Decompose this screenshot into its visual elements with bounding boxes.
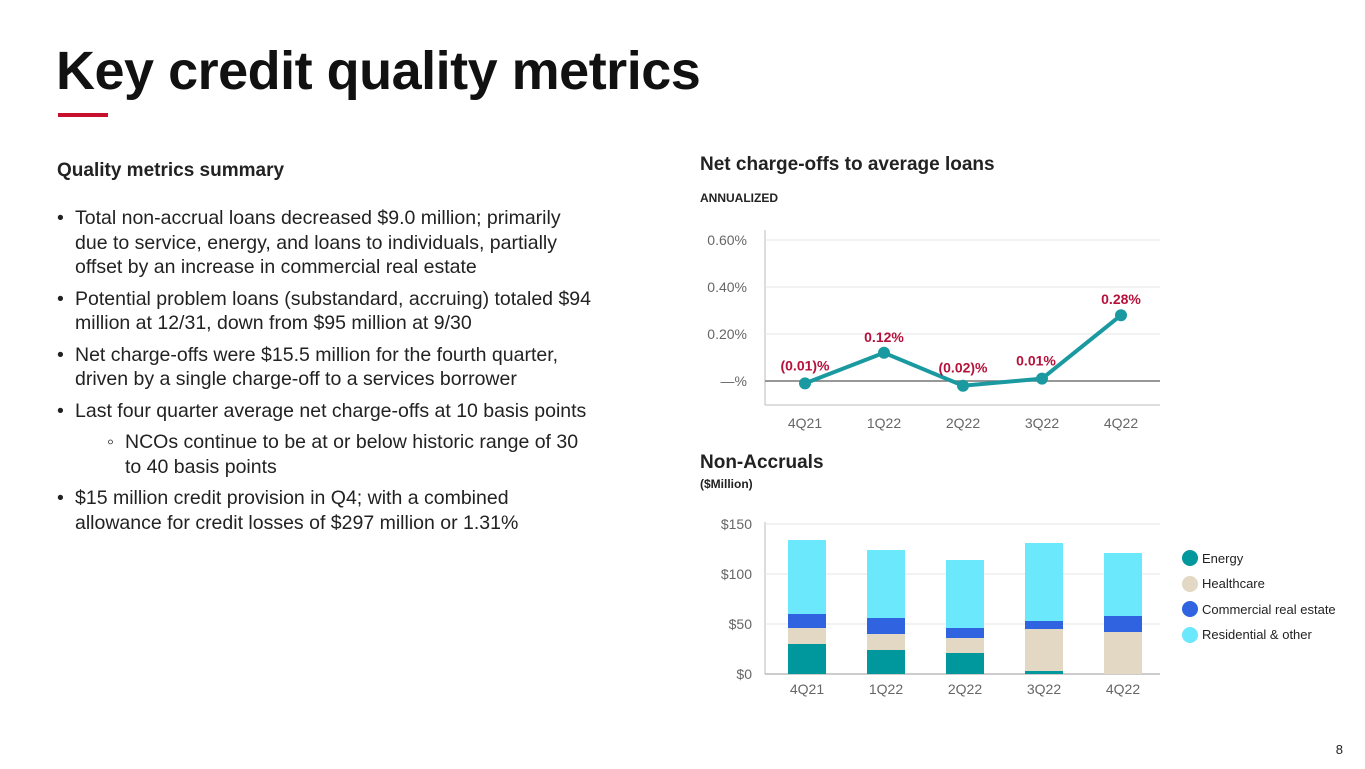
bar-chart-title: Non-Accruals <box>700 452 824 473</box>
x-tick-label: 4Q22 <box>1104 415 1138 431</box>
page-number: 8 <box>1335 742 1343 757</box>
bar-segment-residential-other <box>1104 553 1142 616</box>
bar-segment-energy <box>788 644 826 674</box>
legend-label: Healthcare <box>1202 576 1265 591</box>
x-tick-label: 2Q22 <box>948 681 982 697</box>
x-tick-label: 2Q22 <box>946 415 980 431</box>
bar-segment-energy <box>867 650 905 674</box>
x-tick-label: 4Q22 <box>1106 681 1140 697</box>
y-tick-label: 0.60% <box>707 232 747 248</box>
bar-segment-residential-other <box>1025 543 1063 621</box>
line-chart-title: Net charge-offs to average loans <box>700 154 995 175</box>
bar-segment-commercial-real-estate <box>788 614 826 628</box>
bar-segment-commercial-real-estate <box>1025 621 1063 629</box>
bar-segment-residential-other <box>788 540 826 614</box>
legend-item: Energy <box>1182 550 1243 566</box>
legend-swatch <box>1182 575 1198 592</box>
legend-item: Commercial real estate <box>1182 601 1336 617</box>
legend-swatch <box>1182 601 1198 617</box>
legend-swatch <box>1182 550 1198 566</box>
y-tick-label: 0.20% <box>707 326 747 342</box>
bar-segment-commercial-real-estate <box>867 618 905 634</box>
bar-segment-healthcare <box>1104 632 1142 674</box>
bullet: Last four quarter average net charge-off… <box>57 399 597 424</box>
data-label: (0.02)% <box>938 360 988 376</box>
bar-chart-subtitle: ($Million) <box>700 477 753 491</box>
legend-swatch <box>1182 626 1198 643</box>
bullet: Total non-accrual loans decreased $9.0 m… <box>57 206 597 280</box>
data-label: (0.01)% <box>780 357 830 373</box>
x-tick-label: 1Q22 <box>869 681 903 697</box>
y-tick-label: $0 <box>736 666 752 682</box>
data-label: 0.28% <box>1101 291 1141 307</box>
y-tick-label: $150 <box>721 516 752 532</box>
y-tick-label: $100 <box>721 566 752 582</box>
title-underline <box>58 113 108 117</box>
sub-bullet: NCOs continue to be at or below historic… <box>57 430 597 479</box>
bar-segment-residential-other <box>867 550 905 618</box>
data-point <box>1115 309 1127 322</box>
summary-bullets: Total non-accrual loans decreased $9.0 m… <box>57 206 597 542</box>
legend-item: Healthcare <box>1182 575 1265 592</box>
bar-chart: $0 $50 $100 $150 4Q21 1Q22 2Q22 3Q22 4Q22 <box>721 516 1160 697</box>
data-point <box>1036 372 1048 385</box>
x-tick-label: 1Q22 <box>867 415 901 431</box>
y-tick-label: $50 <box>729 616 753 632</box>
y-tick-label: —% <box>721 373 747 389</box>
bar-segment-healthcare <box>946 638 984 653</box>
bar-segment-healthcare <box>867 634 905 650</box>
bar-segment-energy <box>1025 671 1063 674</box>
data-label: 0.01% <box>1016 353 1056 369</box>
data-point <box>799 377 811 390</box>
line-chart: —% 0.20% 0.40% 0.60% (0.01)% 4Q21 0.12% 1Q22 (0.… <box>707 230 1160 431</box>
bullet: $15 million credit provision in Q4; with… <box>57 486 597 535</box>
page-title: Key credit quality metrics <box>56 41 701 101</box>
bullet: Potential problem loans (substandard, ac… <box>57 287 597 336</box>
x-tick-label: 3Q22 <box>1027 681 1061 697</box>
bar-segment-residential-other <box>946 560 984 628</box>
bar-segment-commercial-real-estate <box>1104 616 1142 632</box>
legend-label: Residential & other <box>1202 627 1312 642</box>
x-tick-label: 4Q21 <box>790 681 824 697</box>
data-label: 0.12% <box>864 329 904 345</box>
bar-segment-healthcare <box>788 628 826 644</box>
data-point <box>878 346 890 359</box>
bar-segment-commercial-real-estate <box>946 628 984 638</box>
line-chart-subtitle: ANNUALIZED <box>700 191 778 205</box>
legend-label: Commercial real estate <box>1202 601 1336 617</box>
bar-segment-energy <box>946 653 984 674</box>
x-tick-label: 4Q21 <box>788 415 822 431</box>
y-tick-label: 0.40% <box>707 279 747 295</box>
data-point <box>957 379 969 392</box>
legend-label: Energy <box>1202 550 1244 566</box>
summary-heading: Quality metrics summary <box>57 160 285 181</box>
bullet: Net charge-offs were $15.5 million for t… <box>57 343 597 392</box>
bar-segment-healthcare <box>1025 629 1063 671</box>
legend-item: Residential & other <box>1182 626 1312 643</box>
x-tick-label: 3Q22 <box>1025 415 1059 431</box>
